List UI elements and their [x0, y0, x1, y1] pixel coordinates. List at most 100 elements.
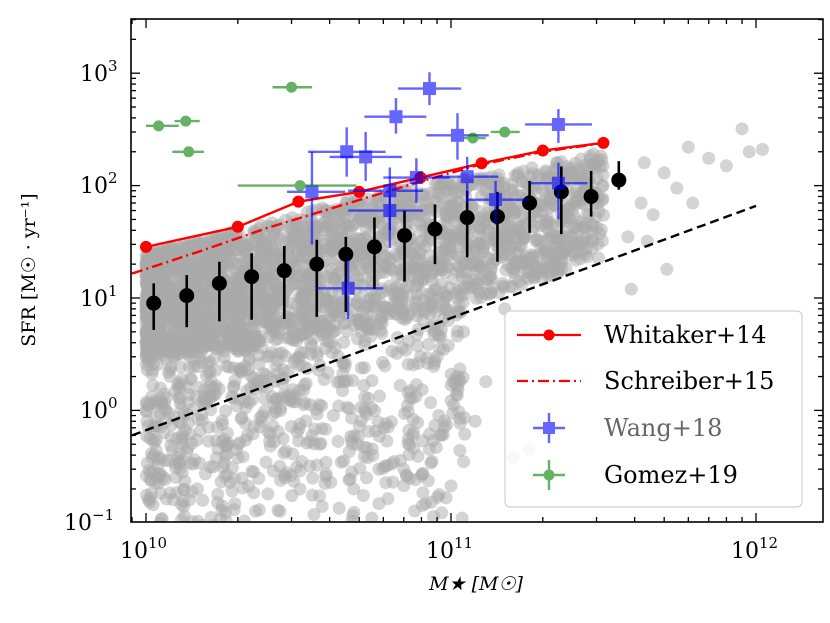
galaxy-point	[225, 313, 239, 327]
wang-point	[426, 113, 489, 160]
galaxy-point	[543, 192, 557, 206]
gomez-layer	[146, 81, 520, 192]
galaxy-point	[333, 298, 347, 312]
galaxy-point	[686, 196, 700, 210]
galaxy-point	[177, 326, 191, 340]
galaxy-point	[408, 504, 422, 518]
galaxy-point	[401, 357, 415, 371]
galaxy-point	[424, 456, 438, 470]
galaxy-point	[479, 375, 493, 389]
galaxy-point	[196, 493, 210, 507]
gomez-point	[490, 126, 520, 138]
wang-point	[315, 259, 384, 320]
galaxy-point	[319, 455, 333, 469]
galaxy-point	[365, 511, 379, 522]
galaxy-point	[332, 501, 346, 515]
galaxy-point	[561, 241, 575, 255]
galaxy-point	[175, 271, 189, 285]
galaxy-point	[312, 398, 326, 412]
galaxy-point	[454, 224, 468, 238]
galaxy-point	[466, 199, 480, 213]
wang-marker	[409, 171, 423, 185]
galaxy-point	[539, 164, 553, 178]
reference-dashed-line	[131, 204, 757, 437]
galaxy-point	[435, 506, 449, 520]
galaxy-point	[259, 238, 273, 252]
whitaker-point	[140, 240, 152, 253]
galaxy-point	[416, 486, 430, 500]
galaxy-point	[357, 379, 371, 393]
galaxy-point	[163, 369, 177, 383]
galaxy-point	[357, 440, 371, 454]
galaxy-point	[212, 382, 226, 396]
galaxy-point	[444, 479, 458, 493]
galaxy-point	[450, 291, 464, 305]
galaxy-point	[228, 497, 242, 511]
wang-marker	[359, 150, 373, 164]
galaxy-point	[347, 505, 361, 519]
wang-marker	[450, 128, 464, 142]
galaxy-point	[742, 145, 756, 159]
galaxy-point	[140, 456, 154, 470]
galaxy-point	[586, 161, 600, 175]
galaxy-point	[446, 233, 460, 247]
galaxy-point	[155, 310, 169, 324]
galaxy-point	[277, 446, 291, 460]
galaxy-point	[196, 518, 208, 522]
galaxy-point	[294, 307, 308, 321]
galaxy-point	[429, 205, 443, 219]
galaxy-point	[455, 511, 469, 522]
galaxy-point	[292, 350, 306, 364]
galaxy-point	[657, 166, 671, 180]
gomez-marker	[499, 126, 511, 138]
galaxy-point	[595, 234, 609, 248]
galaxy-point	[170, 347, 184, 361]
galaxy-point	[457, 325, 471, 339]
galaxy-point	[276, 363, 290, 377]
galaxy-point	[187, 315, 201, 329]
galaxy-point	[173, 456, 187, 470]
wang-point	[397, 72, 462, 106]
galaxy-point	[379, 476, 393, 490]
legend-marker-gomez	[543, 469, 555, 481]
galaxy-point	[453, 260, 467, 274]
galaxy-point	[416, 189, 430, 203]
galaxy-point	[297, 224, 311, 238]
median-point	[338, 246, 354, 262]
median-point	[397, 227, 413, 243]
galaxy-point	[186, 274, 200, 288]
galaxy-point	[252, 503, 266, 517]
galaxy-point	[147, 336, 161, 350]
wang-marker	[551, 176, 565, 190]
galaxy-point	[437, 414, 451, 428]
legend-item-schreiber: Schreiber+15	[517, 367, 774, 395]
wang-point	[348, 185, 424, 248]
wang-point	[525, 109, 593, 143]
galaxy-point	[488, 226, 502, 240]
gomez-point	[172, 146, 205, 158]
wang-marker	[551, 117, 565, 131]
galaxy-point	[354, 325, 368, 339]
galaxy-point	[594, 149, 608, 163]
galaxy-point	[188, 354, 202, 368]
whitaker-point	[231, 220, 244, 233]
galaxy-point	[315, 499, 329, 513]
galaxy-point	[202, 249, 216, 263]
galaxy-point	[288, 395, 302, 409]
galaxy-point	[229, 443, 243, 457]
galaxy-point	[441, 339, 455, 353]
galaxy-point	[259, 368, 273, 382]
gomez-point	[463, 132, 486, 144]
galaxy-point	[215, 435, 229, 449]
galaxy-point	[276, 432, 290, 446]
galaxy-point	[278, 349, 292, 363]
galaxy-point	[406, 428, 420, 442]
galaxy-point	[356, 241, 370, 255]
galaxy-point	[262, 349, 276, 363]
galaxy-point	[476, 244, 490, 258]
galaxy-point	[670, 181, 684, 195]
gomez-point	[146, 120, 179, 132]
galaxy-point	[351, 430, 365, 444]
galaxy-point	[375, 326, 389, 340]
galaxy-point	[352, 419, 366, 433]
